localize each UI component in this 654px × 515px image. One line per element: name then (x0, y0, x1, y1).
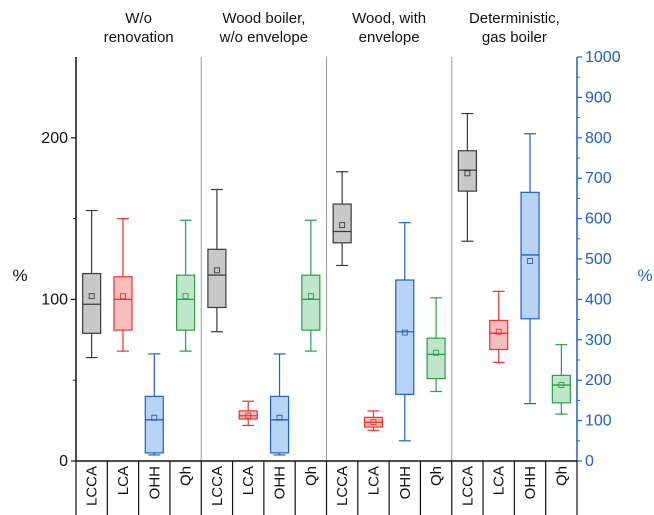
category-label-ohh: OHH (522, 466, 539, 499)
right-tick-label: 800 (585, 130, 612, 147)
box-lca (363, 410, 384, 431)
mean-marker (433, 349, 440, 356)
box-ohh (144, 353, 164, 456)
box-qh (175, 219, 196, 352)
iqr-box (489, 319, 509, 351)
iqr-box (269, 395, 290, 454)
left-tick-label: 200 (41, 130, 68, 147)
panel-title-line: envelope (359, 29, 420, 46)
right-tick-label: 0 (585, 453, 594, 470)
left-tick-label: 100 (41, 291, 68, 308)
box-ohh (269, 353, 290, 456)
panel-title-line: Wood, with (352, 10, 426, 27)
mean-marker (245, 412, 252, 419)
category-label-qh: Qh (428, 466, 445, 486)
iqr-box (113, 276, 133, 331)
iqr-box (82, 272, 102, 334)
box-qh (301, 219, 321, 352)
right-tick-label: 700 (585, 170, 612, 187)
box-ohh (520, 133, 540, 405)
iqr-box (144, 395, 164, 454)
box-lcca (457, 112, 478, 242)
right-tick-label: 200 (585, 372, 612, 389)
mean-marker (339, 222, 346, 229)
box-lcca (207, 188, 227, 333)
left-axis-label: % (12, 266, 27, 285)
box-lcca (82, 209, 102, 359)
box-series (82, 112, 571, 456)
category-label-qh: Qh (303, 466, 320, 486)
mean-marker (401, 329, 408, 336)
mean-marker (151, 414, 158, 421)
panel-title-line: W/o (125, 10, 152, 27)
mean-marker (213, 267, 220, 274)
mean-marker (495, 328, 502, 335)
iqr-box (207, 248, 227, 309)
box-lca (238, 400, 258, 427)
mean-marker (558, 382, 565, 388)
right-tick-label: 900 (585, 89, 612, 106)
right-axis-label: % (637, 266, 652, 285)
iqr-box (551, 374, 571, 404)
box-ohh (395, 222, 415, 442)
mean-marker (370, 419, 377, 426)
right-tick-label: 1000 (585, 49, 621, 66)
category-label-lcca: LCCA (334, 466, 351, 506)
right-tick-label: 500 (585, 251, 612, 268)
iqr-box (395, 279, 415, 395)
iqr-box (175, 274, 196, 331)
box-lca (113, 218, 133, 352)
left-axis-ticks: 0 100 200 (41, 130, 76, 470)
category-labels: LCCA LCA OHH Qh LCCA LCA OHH Qh LCCA LCA OHH Qh LCCA… (75, 461, 578, 515)
category-label-lca: LCA (491, 466, 508, 495)
category-label-lcca: LCCA (459, 466, 476, 506)
box-lca (489, 290, 509, 364)
mean-marker (527, 258, 533, 264)
mean-marker (120, 293, 126, 300)
category-label-ohh: OHH (146, 466, 163, 499)
category-label-qh: Qh (178, 466, 195, 486)
box-qh (426, 297, 446, 393)
category-label-lcca: LCCA (84, 466, 101, 506)
panel-titles: W/o renovation Wood boiler, w/o envelope Woo… (104, 10, 560, 46)
mean-marker (182, 293, 189, 300)
panel-title-line: gas boiler (482, 29, 547, 46)
box-lcca (332, 171, 352, 267)
mean-marker (88, 293, 95, 300)
panel-separators (200, 57, 453, 461)
iqr-box (301, 274, 321, 331)
mean-marker (307, 293, 314, 300)
category-label-lca: LCA (365, 466, 382, 495)
panel-title-line: Deterministic, (469, 10, 560, 27)
right-tick-label: 600 (585, 211, 612, 228)
mean-marker (276, 414, 283, 421)
category-label-qh: Qh (553, 466, 570, 486)
left-tick-label: 0 (59, 453, 68, 470)
category-label-ohh: OHH (397, 466, 414, 499)
iqr-box (426, 337, 446, 380)
panel-title-line: w/o envelope (219, 29, 308, 46)
category-label-lca: LCA (115, 466, 132, 495)
box-qh (551, 344, 571, 415)
panel-title-line: renovation (104, 29, 174, 46)
right-tick-label: 300 (585, 332, 612, 349)
right-tick-label: 100 (585, 413, 612, 430)
right-tick-label: 400 (585, 291, 612, 308)
category-label-ohh: OHH (272, 466, 289, 499)
panel-title-line: Wood boiler, (222, 10, 305, 27)
iqr-box (238, 410, 258, 420)
category-label-lcca: LCCA (209, 466, 226, 506)
category-label-lca: LCA (240, 466, 257, 495)
iqr-box (332, 203, 352, 244)
mean-marker (464, 170, 471, 177)
right-axis-ticks: 0 100 200 300 400 500 600 700 800 900 1000 (577, 49, 621, 470)
